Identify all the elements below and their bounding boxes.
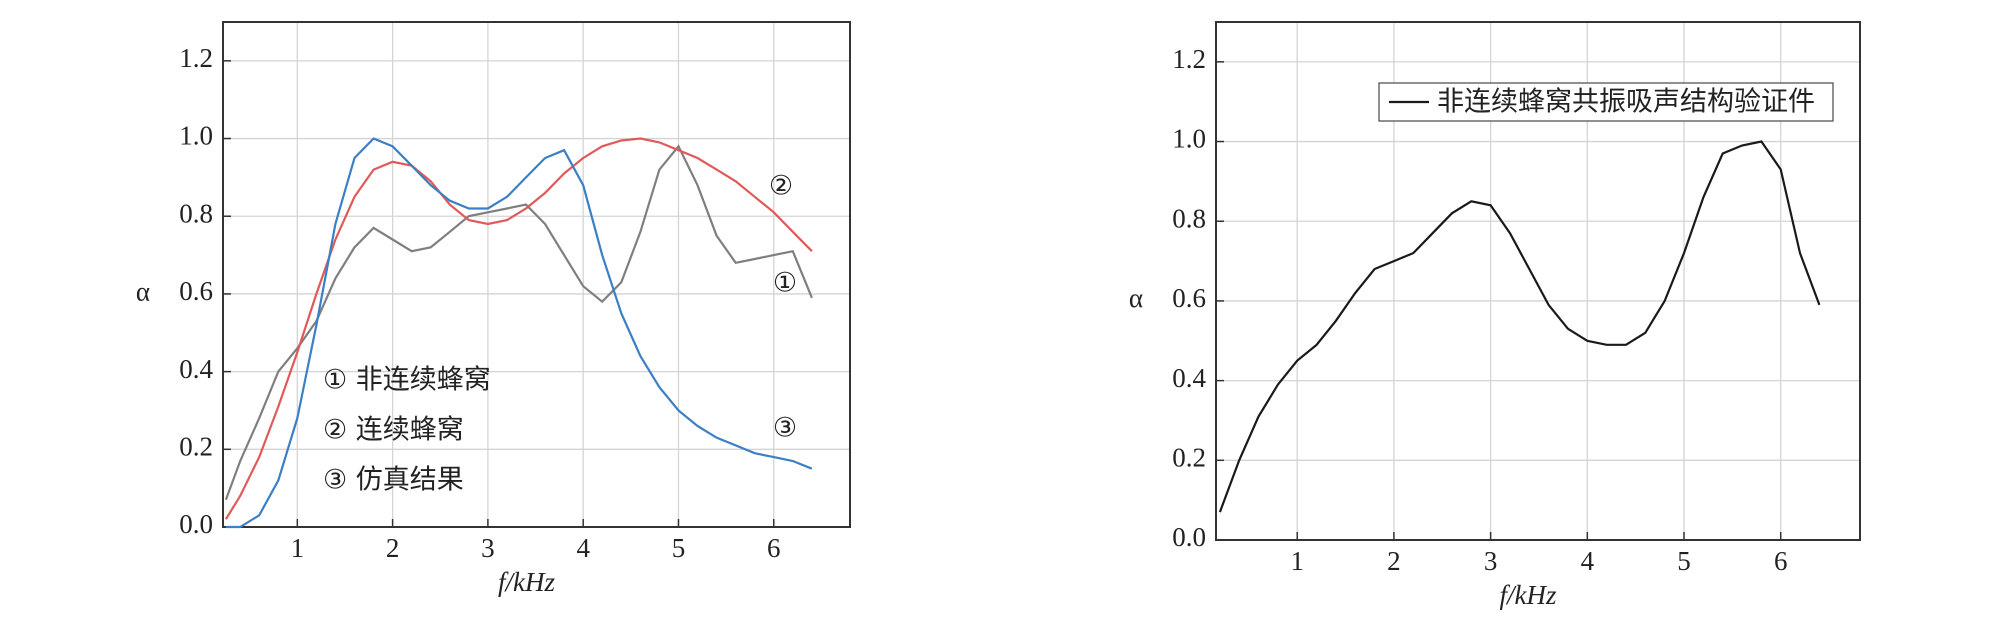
x-tick-label: 4 [1581,546,1595,576]
y-tick-label: 0.8 [179,198,213,228]
legend-entry: ② 连续蜂窝 [323,415,464,446]
series-line [224,144,813,501]
legend-entry: ③ 仿真结果 [323,465,464,496]
y-tick-label: 1.2 [1172,44,1206,74]
plot-frame [222,21,851,528]
x-tick-label: 4 [576,533,590,563]
y-tick-label: 0.4 [1172,363,1206,393]
x-tick-label: 3 [481,533,495,563]
x-tick-label: 2 [386,533,400,563]
x-tick-label: 1 [291,533,305,563]
series-line [224,137,813,520]
y-tick-label: 0.2 [1172,443,1206,473]
x-tick-label: 1 [1290,546,1304,576]
curve-label: ③ [773,413,797,444]
x-tick-label: 3 [1484,546,1498,576]
y-tick-label: 0.0 [179,509,213,539]
x-tick-label: 6 [767,533,781,563]
legend-box [1378,82,1834,122]
y-tick-label: 1.0 [1172,124,1206,154]
x-axis-label: f/kHz [498,567,555,597]
x-tick-label: 6 [1774,546,1788,576]
y-tick-label: 0.4 [179,354,213,384]
legend-entry: ① 非连续蜂窝 [323,365,491,396]
y-tick-label: 1.2 [179,43,213,73]
x-tick-label: 5 [1677,546,1691,576]
curve-label: ① [773,268,797,299]
y-axis-label: α [136,277,150,307]
series-line [225,137,813,529]
series-line [1218,140,1821,513]
x-tick-label: 5 [672,533,686,563]
curve-label: ② [769,171,793,202]
y-tick-label: 0.0 [1172,522,1206,552]
x-tick-label: 2 [1387,546,1401,576]
y-tick-label: 0.6 [179,276,213,306]
y-tick-label: 0.2 [179,432,213,462]
y-axis-label: α [1129,283,1143,313]
y-tick-label: 0.8 [1172,203,1206,233]
x-axis-label: f/kHz [1500,580,1557,610]
plot-frame [1215,21,1861,541]
legend-entry: 非连续蜂窝共振吸声结构验证件 [1437,87,1815,118]
y-tick-label: 0.6 [1172,283,1206,313]
y-tick-label: 1.0 [179,121,213,151]
